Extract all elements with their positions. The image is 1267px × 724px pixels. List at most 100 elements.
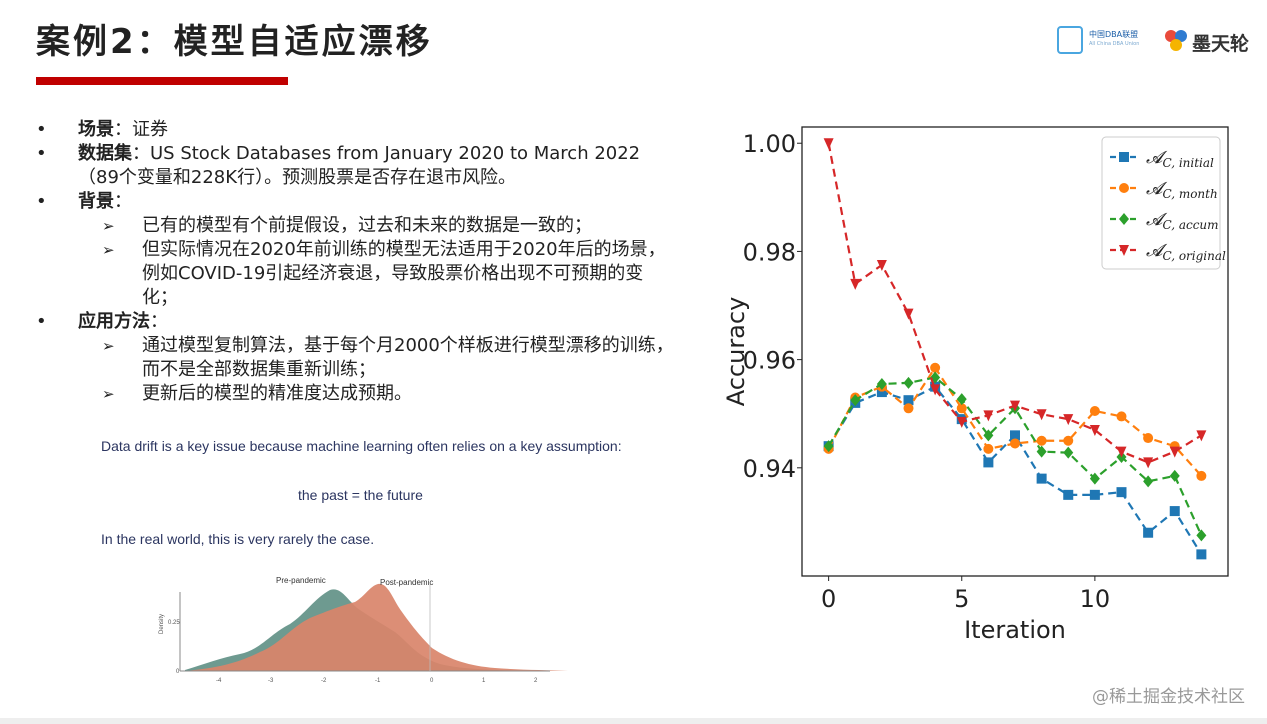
watermark: @稀土掘金技术社区 <box>1092 687 1245 707</box>
bullet-text: ： <box>150 311 168 332</box>
data-point <box>1116 411 1127 422</box>
data-point <box>1036 445 1047 458</box>
data-point <box>1063 414 1074 426</box>
legend-label: 𝓐C, initial <box>1146 148 1214 170</box>
data-point <box>850 394 861 407</box>
arrow-bullet-icon: ➢ <box>102 217 115 235</box>
bullet-label: 场景 <box>78 119 114 140</box>
bullet-dot: • <box>36 143 47 164</box>
data-point <box>1169 446 1180 458</box>
bullet-list: • 场景：证券 • 数据集：US Stock Databases from Ja… <box>36 118 676 406</box>
kde-xtick: -4 <box>216 678 222 684</box>
y-tick-label: 1.00 <box>743 130 796 158</box>
y-tick-label: 0.98 <box>743 238 796 266</box>
data-point <box>850 278 861 290</box>
kde-xtick: 0 <box>430 678 434 684</box>
dba-logo-text: 中国DBA联盟 <box>1089 30 1139 39</box>
drift-note-line3: In the real world, this is very rarely t… <box>101 531 375 547</box>
kde-xtick: 2 <box>534 678 538 684</box>
list-item: • 场景：证券 <box>36 118 676 142</box>
x-tick-label: 5 <box>954 585 969 613</box>
data-point <box>1010 430 1020 441</box>
arrow-bullet-icon: ➢ <box>102 337 115 355</box>
motianlun-logo-text: 墨天轮 <box>1192 33 1250 55</box>
bullet-label: 背景 <box>78 191 114 212</box>
data-point <box>983 429 994 442</box>
data-point <box>1036 409 1047 421</box>
data-point <box>903 308 914 320</box>
data-point <box>823 138 834 150</box>
data-point <box>956 403 967 414</box>
data-point <box>983 410 994 422</box>
kde-ytick-zero: 0 <box>176 669 180 675</box>
y-tick-label: 0.94 <box>743 455 796 483</box>
data-point <box>1063 446 1074 459</box>
data-point <box>1010 400 1020 412</box>
data-point <box>1143 457 1154 469</box>
data-point <box>1089 424 1100 436</box>
data-point <box>1196 529 1207 542</box>
data-point <box>1089 406 1100 417</box>
accuracy-chart: 0 5 10 0.94 0.96 0.98 1.00 Iteration Accuracy 𝓐C,… <box>722 126 1229 644</box>
data-point <box>956 393 967 406</box>
sub-list-item: ➢ 更新后的模型的精准度达成预期。 <box>102 382 676 406</box>
bullet-text: ： <box>114 191 132 212</box>
data-point <box>1196 549 1207 560</box>
sub-item-text: 但实际情况在2020年前训练的模型无法适用于2020年后的场景，例如COVID-… <box>142 239 666 308</box>
kde-label-pre: Pre-pandemic <box>276 576 326 585</box>
bullet-label: 应用方法 <box>78 311 150 332</box>
data-point <box>956 416 967 428</box>
kde-ylabel: Density <box>159 614 165 634</box>
data-point <box>1089 489 1100 500</box>
data-point <box>1010 438 1020 449</box>
data-point <box>1063 435 1074 446</box>
drift-note-line1: Data drift is a key issue because machin… <box>101 438 622 454</box>
data-point <box>1089 472 1100 485</box>
data-point <box>930 384 941 396</box>
data-point <box>1196 470 1207 481</box>
plot-frame <box>801 126 1229 577</box>
dba-logo-subtext: All China DBA Union <box>1089 41 1140 47</box>
data-point <box>903 376 914 389</box>
data-point <box>823 440 834 453</box>
list-item: • 背景： <box>36 190 676 214</box>
data-point <box>1143 433 1154 444</box>
data-point <box>1169 506 1180 517</box>
motianlun-icon <box>1165 30 1187 51</box>
legend-marker <box>1119 213 1129 225</box>
post-pandemic-density <box>185 583 568 671</box>
data-point <box>876 377 887 390</box>
data-point <box>983 457 994 468</box>
arrow-bullet-icon: ➢ <box>102 385 115 403</box>
sub-list-item: ➢ 已有的模型有个前提假设，过去和未来的数据是一致的； <box>102 214 676 238</box>
data-point <box>903 395 914 406</box>
legend-marker <box>1119 152 1129 162</box>
data-point <box>1169 469 1180 482</box>
bullet-text: ：US Stock Databases from January 2020 to… <box>78 143 641 188</box>
y-tick-label: 0.96 <box>743 347 796 375</box>
kde-xtick: -3 <box>268 678 274 684</box>
kde-ytick: 0.25 <box>168 620 180 626</box>
data-point <box>1063 489 1074 500</box>
bullet-text: ：证券 <box>114 119 168 140</box>
bullet-dot: • <box>36 191 47 212</box>
dba-cube-icon <box>1057 26 1083 54</box>
kde-xtick: -1 <box>375 678 381 684</box>
bottom-strip <box>0 718 1267 724</box>
data-point <box>983 443 994 454</box>
bullet-label: 数据集 <box>78 143 132 164</box>
data-point <box>1036 435 1047 446</box>
data-point <box>1143 475 1154 488</box>
data-point <box>876 387 887 398</box>
series-line <box>827 376 1203 536</box>
series-3 <box>823 138 1207 469</box>
x-axis-label: Iteration <box>964 616 1066 644</box>
bullet-dot: • <box>36 311 47 332</box>
drift-note-equation: the past = the future <box>298 487 423 503</box>
data-point <box>930 362 941 373</box>
legend-marker <box>1119 245 1129 256</box>
data-point <box>1196 430 1207 442</box>
data-point <box>1036 473 1047 484</box>
sub-list-item: ➢ 通过模型复制算法，基于每个月2000个样板进行模型漂移的训练，而不是全部数据… <box>102 334 676 382</box>
motianlun-logo: 墨天轮 <box>1162 24 1262 58</box>
